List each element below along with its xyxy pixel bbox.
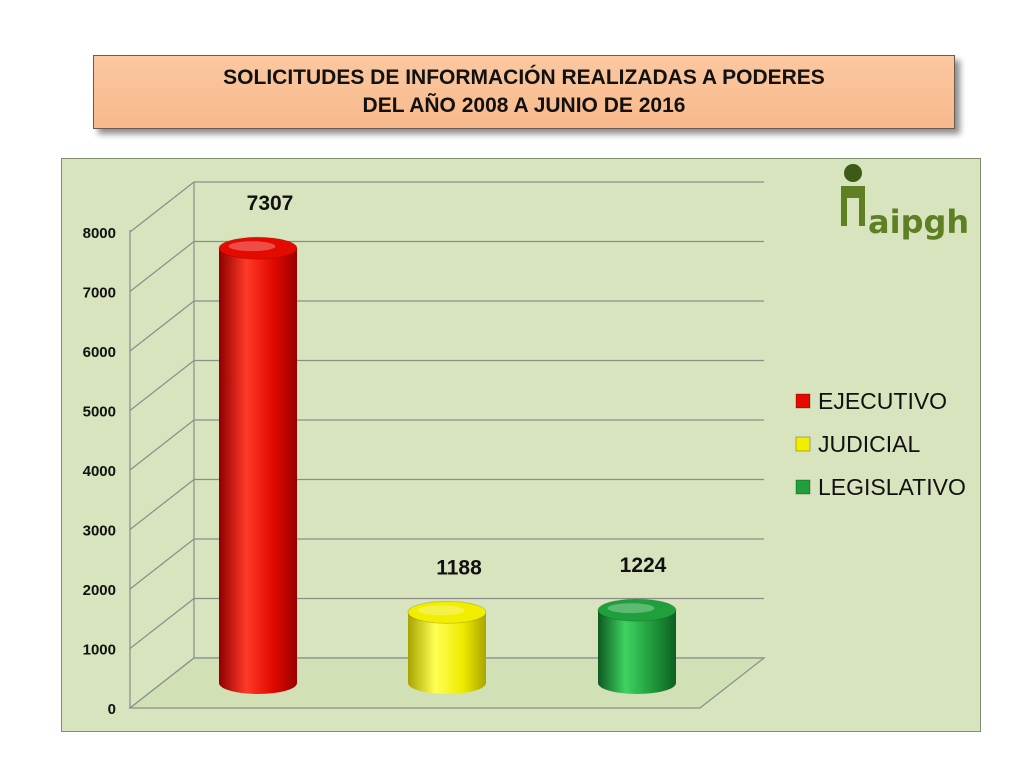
bar-top-highlight [417, 605, 465, 616]
bar-top [218, 236, 298, 260]
side-gridline [129, 479, 195, 530]
side-gridline [129, 360, 195, 411]
y-tick-label: 0 [108, 701, 116, 718]
logo-keyhole-shape [849, 203, 857, 211]
data-label: 1188 [436, 556, 482, 579]
bar-body [219, 248, 297, 694]
iaipgh-logo: aipgh [841, 164, 969, 241]
logo-head-shape [844, 164, 862, 182]
chart-title-line-1: SOLICITUDES DE INFORMACIÓN REALIZADAS A … [223, 66, 825, 89]
y-tick-label: 4000 [83, 463, 116, 480]
side-gridline [129, 241, 195, 292]
bar-body [408, 612, 486, 694]
side-gridline [129, 181, 195, 233]
data-label: 1224 [620, 554, 667, 577]
legend-label-ejecutivo: EJECUTIVO [818, 388, 947, 414]
side-gridline [129, 419, 195, 471]
legend-swatch-judicial [795, 436, 811, 452]
data-label: 7307 [247, 192, 294, 215]
legend-label-legislativo: LEGISLATIVO [818, 474, 966, 500]
bar-top-highlight [607, 603, 655, 614]
y-tick-label: 7000 [83, 285, 116, 302]
y-tick-label: 3000 [83, 523, 116, 540]
side-gridline [129, 538, 195, 590]
chart-title-box: SOLICITUDES DE INFORMACIÓN REALIZADAS A … [93, 55, 955, 129]
bar-judicial [407, 600, 487, 694]
logo-body-shape [841, 186, 865, 226]
bar-top [597, 598, 677, 622]
legend-label-judicial: JUDICIAL [818, 431, 920, 457]
y-tick-label: 5000 [83, 404, 116, 421]
y-tick-label: 8000 [83, 225, 116, 242]
chart-area [61, 158, 981, 732]
bar-top-highlight [228, 241, 276, 252]
y-tick-label: 1000 [83, 642, 116, 659]
side-gridline [129, 300, 195, 352]
side-gridline [129, 598, 195, 649]
y-tick-label: 2000 [83, 582, 116, 599]
bar-body [598, 610, 676, 694]
legend-swatch-ejecutivo [795, 393, 811, 409]
legend-swatch-legislativo [795, 479, 811, 495]
bar-ejecutivo [218, 236, 298, 694]
logo-text: aipgh [868, 203, 969, 241]
chart-title-line-2: DEL AÑO 2008 A JUNIO DE 2016 [362, 94, 686, 117]
y-tick-label: 6000 [83, 344, 116, 361]
bar-legislativo [597, 598, 677, 694]
bar-top [407, 600, 487, 624]
